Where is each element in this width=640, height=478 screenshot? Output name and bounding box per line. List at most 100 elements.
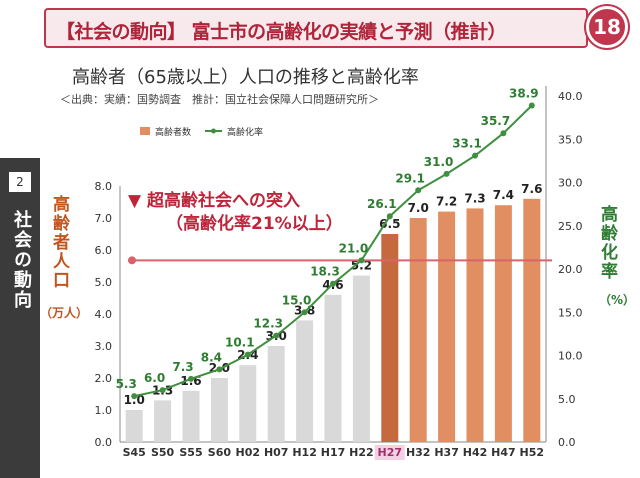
rate-point [415,187,422,194]
rate-point [188,375,194,382]
rate-value-label: 18.3 [310,265,340,279]
x-tick-label: H27 [378,446,403,459]
sidebar [0,158,40,478]
threshold-marker [128,256,136,265]
x-tick-label: H07 [264,446,289,459]
x-tick-label: S60 [208,446,232,459]
page-title: 【社会の動向】 富士市の高齢化の実績と予測（推計） [56,21,507,43]
x-tick-label: S55 [179,446,202,459]
y-axis-right-unit: （%） [599,293,636,307]
y-left-tick-label: 3.0 [95,340,113,353]
bar-value-label: 7.6 [521,182,542,196]
rate-point [386,213,393,220]
y-left-tick-label: 5.0 [95,276,113,289]
bar [125,410,143,442]
category-highlight [374,445,405,460]
bar-value-label: 5.2 [351,259,372,273]
y-right-tick-label: 40.0 [558,90,583,103]
x-tick-label: S45 [123,446,146,459]
bar [154,400,172,442]
x-tick-label: H12 [292,446,317,459]
rate-value-label: 7.3 [172,360,193,374]
rate-point [273,332,280,339]
rate-value-label: 8.4 [201,350,222,364]
rate-value-label: 31.0 [424,155,454,169]
bar [352,275,370,442]
y-left-tick-label: 6.0 [95,244,113,257]
y-left-tick-label: 4.0 [95,308,113,321]
bar [466,208,484,442]
x-tick-label: H52 [520,446,545,459]
x-tick-label: H22 [349,446,374,459]
bar [381,234,399,442]
legend-label-bar: 高齢者数 [155,126,191,138]
bar [409,218,427,442]
rate-value-label: 29.1 [395,171,425,185]
page-number-badge: 18 [586,6,628,48]
x-tick-label: S50 [151,446,175,459]
rate-value-label: 12.3 [253,317,283,331]
legend-label-line: 高齢化率 [227,126,263,138]
rate-point [330,280,336,287]
bar [182,390,200,442]
bar [438,211,456,442]
rate-point [443,170,450,177]
bar [239,365,257,442]
rate-point [216,366,223,373]
y-left-tick-label: 2.0 [95,372,113,385]
rate-value-label: 35.7 [481,114,511,128]
y-axis-right-label: 高齢化率 [597,205,617,281]
x-tick-label: H17 [321,446,346,459]
bar-value-label: 6.5 [379,217,400,231]
y-right-tick-label: 20.0 [558,263,583,276]
bar-value-label: 7.4 [493,188,514,202]
bar [267,346,285,442]
y-right-tick-label: 15.0 [558,306,583,319]
bar [494,205,512,442]
y-left-tick-label: 7.0 [95,212,113,225]
y-right-tick-label: 0.0 [558,436,576,449]
sidebar-section-number: 2 [9,172,31,192]
legend-marker-line [211,128,216,134]
rate-value-label: 10.1 [225,336,255,350]
y-right-tick-label: 30.0 [558,177,583,190]
rate-value-label: 15.0 [282,293,312,307]
rate-value-label: 6.0 [144,371,165,385]
y-right-tick-label: 35.0 [558,133,583,146]
y-axis-left-label: 高齢者人口 [49,195,69,290]
rate-value-label: 38.9 [509,87,539,101]
sidebar-section-title: 社会の動向 [11,210,32,310]
bar-value-label: 7.3 [464,191,485,205]
bar [324,294,342,442]
rate-value-label: 5.3 [116,377,137,391]
bar-value-label: 7.2 [436,195,457,209]
rate-point [500,130,507,137]
rate-point [528,102,535,109]
rate-value-label: 26.1 [367,197,397,211]
rate-point [358,257,365,264]
bar-value-label: 7.0 [408,201,429,215]
x-tick-label: H37 [434,446,459,459]
rate-point [472,152,478,159]
y-left-tick-label: 0.0 [95,436,113,449]
bar [210,378,228,442]
x-tick-label: H47 [491,446,516,459]
chart-source: ＜出典：実績：国勢調査 推計：国立社会保障人口問題研究所＞ [60,93,379,106]
x-tick-label: H42 [463,446,488,459]
rate-point [159,387,166,394]
annotation-threshold-note: （高齢化率21%以上） [166,214,343,234]
rate-point [244,351,251,358]
chart-title: 高齢者（65歳以上）人口の推移と高齢化率 [72,67,419,88]
y-axis-left-unit: （万人） [40,306,89,320]
x-tick-label: H32 [406,446,431,459]
x-tick-label: H02 [236,446,261,459]
y-right-tick-label: 25.0 [558,220,583,233]
rate-point [301,309,308,316]
y-right-tick-label: 10.0 [558,350,583,363]
y-right-tick-label: 5.0 [558,393,576,406]
annotation-super-aged: ▼ 超高齢社会への突入 [128,191,300,211]
rate-value-label: 21.0 [339,241,369,255]
rate-value-label: 33.1 [452,137,482,151]
title-banner: 【社会の動向】 富士市の高齢化の実績と予測（推計） [44,8,588,48]
